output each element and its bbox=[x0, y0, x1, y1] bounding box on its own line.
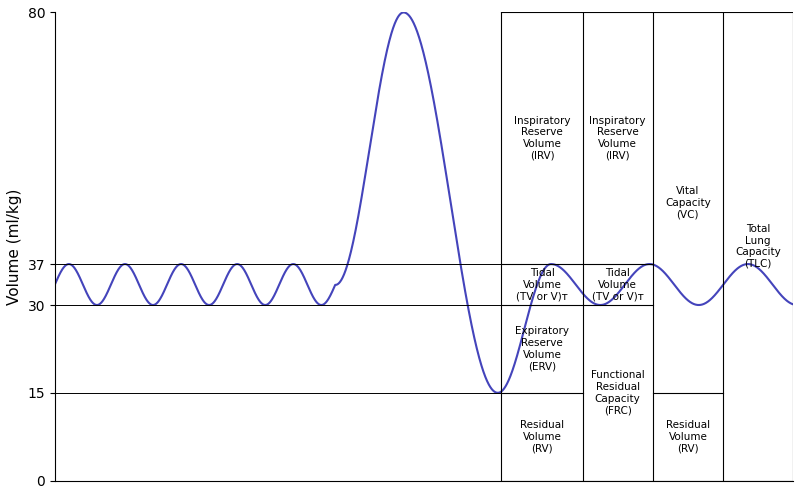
Text: Tidal
Volume
(TV or V)ᴛ: Tidal Volume (TV or V)ᴛ bbox=[516, 268, 568, 301]
Text: Vital
Capacity
(VC): Vital Capacity (VC) bbox=[665, 186, 710, 219]
Text: Inspiratory
Reserve
Volume
(IRV): Inspiratory Reserve Volume (IRV) bbox=[514, 116, 570, 161]
Text: Inspiratory
Reserve
Volume
(IRV): Inspiratory Reserve Volume (IRV) bbox=[590, 116, 646, 161]
Text: Residual
Volume
(RV): Residual Volume (RV) bbox=[520, 420, 564, 453]
Text: Total
Lung
Capacity
(TLC): Total Lung Capacity (TLC) bbox=[735, 224, 781, 269]
Text: Functional
Residual
Capacity
(FRC): Functional Residual Capacity (FRC) bbox=[591, 371, 645, 415]
Text: Residual
Volume
(RV): Residual Volume (RV) bbox=[666, 420, 710, 453]
Y-axis label: Volume (ml/kg): Volume (ml/kg) bbox=[7, 188, 22, 305]
Text: Expiratory
Reserve
Volume
(ERV): Expiratory Reserve Volume (ERV) bbox=[515, 326, 569, 372]
Text: Tidal
Volume
(TV or V)ᴛ: Tidal Volume (TV or V)ᴛ bbox=[592, 268, 644, 301]
